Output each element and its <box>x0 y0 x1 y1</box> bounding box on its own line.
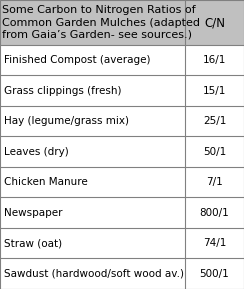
Bar <box>0 0 244 45</box>
Text: Chicken Manure: Chicken Manure <box>4 177 87 187</box>
Bar <box>0 197 244 228</box>
Text: Grass clippings (fresh): Grass clippings (fresh) <box>4 86 121 96</box>
Text: Newspaper: Newspaper <box>4 208 62 218</box>
Text: 800/1: 800/1 <box>200 208 230 218</box>
Text: 16/1: 16/1 <box>203 55 226 65</box>
Text: 7/1: 7/1 <box>206 177 223 187</box>
Text: 25/1: 25/1 <box>203 116 226 126</box>
Text: Some Carbon to Nitrogen Ratios of
Common Garden Mulches (adapted
from Gaia’s Gar: Some Carbon to Nitrogen Ratios of Common… <box>2 5 200 40</box>
Bar <box>0 258 244 289</box>
Text: 74/1: 74/1 <box>203 238 226 248</box>
Text: 500/1: 500/1 <box>200 269 230 279</box>
Bar <box>0 136 244 167</box>
Text: Hay (legume/grass mix): Hay (legume/grass mix) <box>4 116 129 126</box>
Text: Sawdust (hardwood/soft wood av.): Sawdust (hardwood/soft wood av.) <box>4 269 184 279</box>
Text: Straw (oat): Straw (oat) <box>4 238 62 248</box>
Text: C/N: C/N <box>204 16 225 29</box>
Bar <box>0 167 244 197</box>
Bar <box>0 75 244 106</box>
Bar <box>0 45 244 75</box>
Bar <box>0 228 244 258</box>
Text: Finished Compost (average): Finished Compost (average) <box>4 55 150 65</box>
Bar <box>0 106 244 136</box>
Text: 50/1: 50/1 <box>203 147 226 157</box>
Text: 15/1: 15/1 <box>203 86 226 96</box>
Text: Leaves (dry): Leaves (dry) <box>4 147 68 157</box>
